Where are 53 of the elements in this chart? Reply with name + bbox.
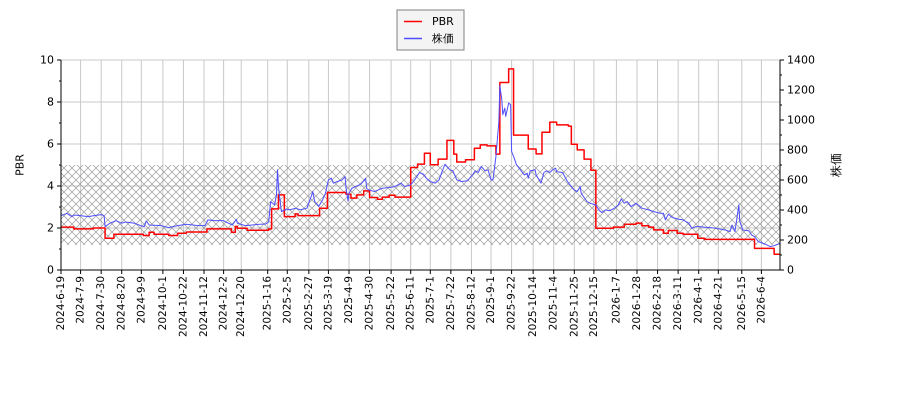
- y2-tick-label: 200: [787, 234, 808, 246]
- x-tick-label: 2026-1-28: [630, 276, 643, 330]
- x-tick-label: 2025-4-9: [342, 276, 355, 324]
- y-tick-label: 4: [47, 180, 54, 192]
- y2-tick-label: 800: [787, 144, 808, 156]
- y-tick-label: 0: [47, 264, 54, 276]
- x-tick-label: 2024-8-20: [116, 276, 128, 330]
- x-tick-label: 2026-4-1: [692, 276, 705, 324]
- x-tick-label: 2026-3-11: [672, 276, 684, 330]
- x-tick-label: 2025-7-1: [424, 276, 436, 324]
- x-tick-label: 2026-4-21: [712, 276, 724, 330]
- x-tick-label: 2024-7-30: [95, 276, 108, 330]
- x-tick-label: 2025-5-22: [385, 276, 398, 330]
- x-tick-label: 2025-4-30: [364, 276, 376, 330]
- legend-label: PBR: [432, 15, 454, 28]
- y2-tick-label: 1400: [787, 54, 815, 66]
- x-tick-label: 2025-2-27: [302, 276, 315, 330]
- y2-axis-title: 株価: [829, 153, 843, 178]
- x-tick-label: 2025-1-16: [262, 276, 274, 330]
- x-tick-label: 2024-11-12: [198, 276, 210, 338]
- x-tick-label: 2025-11-4: [548, 276, 560, 330]
- x-tick-label: 2026-5-15: [736, 276, 748, 330]
- x-tick-label: 2025-8-12: [465, 276, 478, 330]
- y2-tick-label: 1000: [787, 114, 815, 126]
- y-tick-label: 8: [47, 96, 54, 108]
- x-tick-label: 2025-10-14: [527, 276, 540, 338]
- y-tick-label: 6: [47, 138, 54, 150]
- x-tick-label: 2026-1-7: [610, 276, 622, 324]
- y-tick-label: 10: [40, 54, 54, 66]
- x-tick-label: 2025-2-5: [281, 276, 294, 324]
- x-tick-label: 2024-10-1: [156, 276, 169, 330]
- x-tick-label: 2025-11-25: [568, 276, 580, 338]
- y2-tick-label: 400: [787, 204, 808, 216]
- x-tick-label: 2026-2-18: [652, 276, 664, 330]
- x-tick-label: 2024-12-20: [235, 276, 248, 338]
- x-tick-label: 2026-6-4: [755, 276, 768, 324]
- x-tick-label: 2024-6-19: [55, 276, 67, 330]
- x-tick-label: 2025-9-1: [485, 276, 498, 324]
- y2-tick-label: 1200: [787, 84, 815, 96]
- legend-label: 株価: [431, 32, 454, 45]
- x-tick-label: 2025-9-22: [506, 276, 518, 330]
- y2-tick-label: 0: [787, 264, 794, 276]
- x-tick-label: 2025-7-22: [444, 276, 457, 330]
- y-tick-label: 2: [47, 222, 54, 234]
- x-tick-label: 2025-3-19: [322, 276, 334, 330]
- x-tick-label: 2024-9-9: [135, 276, 148, 324]
- y-axis-title: PBR: [14, 154, 26, 176]
- x-tick-label: 2025-12-15: [588, 276, 600, 338]
- x-tick-label: 2024-12-2: [218, 276, 230, 330]
- x-tick-label: 2025-6-11: [404, 276, 417, 330]
- x-tick-label: 2024-7-9: [74, 276, 87, 324]
- y2-tick-label: 600: [787, 174, 808, 186]
- x-tick-label: 2024-10-22: [177, 276, 190, 338]
